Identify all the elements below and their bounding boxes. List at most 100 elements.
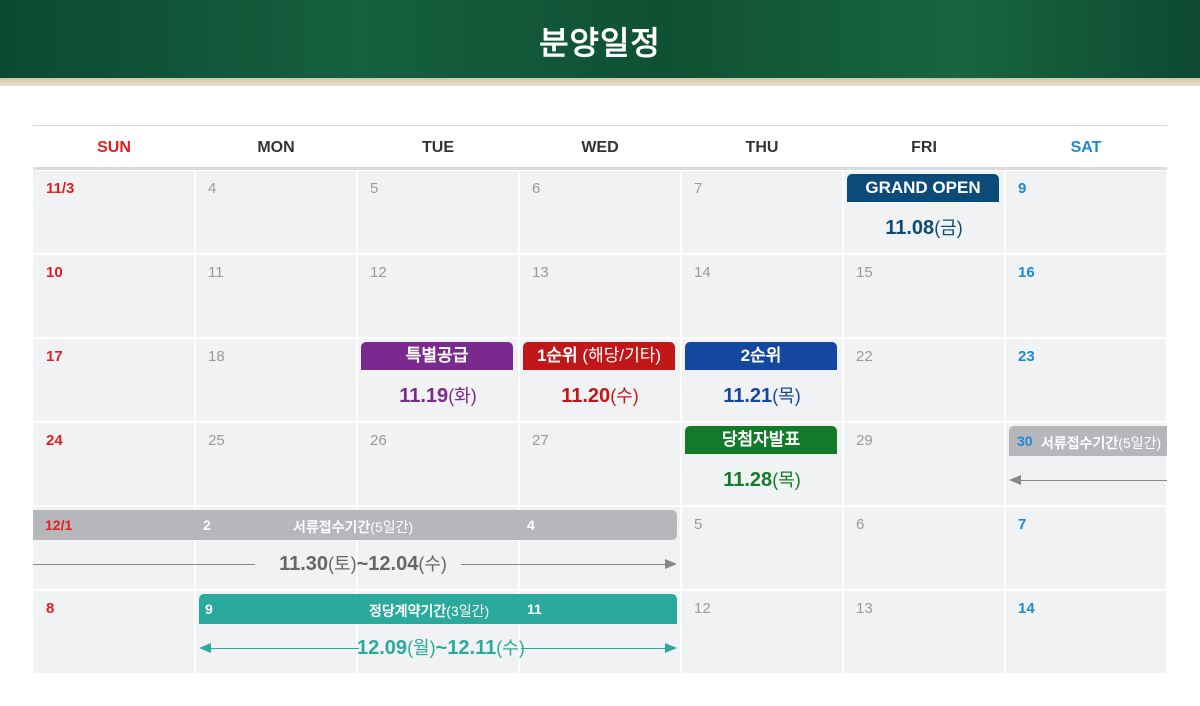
day-number: 11 <box>208 264 224 281</box>
day-number: 4 <box>527 517 535 533</box>
weekday-thu: THU <box>745 139 779 156</box>
contract-bar: 9 11 정당계약기간(3일간) <box>199 594 677 624</box>
contract-range-date: 12.09(월)~12.11(수) <box>357 634 525 660</box>
arrow-left-icon <box>1009 475 1021 485</box>
day-number: 27 <box>532 432 549 449</box>
day-number: 14 <box>694 264 711 281</box>
day-cell <box>33 171 194 253</box>
day-cell <box>682 255 842 337</box>
docs-bar-week4: 30 서류접수기간(5일간) <box>1009 426 1167 456</box>
day-cell <box>844 423 1004 505</box>
day-number: 11 <box>527 601 542 617</box>
event-bar-second-rank: 2순위 <box>685 342 837 370</box>
docs-range-part: 11.30 <box>279 553 329 575</box>
day-number: 24 <box>46 432 63 449</box>
day-number: 17 <box>46 348 63 365</box>
day-number: 2 <box>203 517 211 533</box>
day-cell <box>33 339 194 421</box>
event-date-second-rank: 11.21(목) <box>723 385 801 407</box>
event-weekday: (목) <box>772 386 801 406</box>
docs-sub-label: (5일간) <box>370 519 414 535</box>
day-number: 7 <box>1018 516 1027 533</box>
day-number: 18 <box>208 348 225 365</box>
event-weekday: (화) <box>448 386 477 406</box>
day-number: 7 <box>694 180 703 197</box>
contract-range-line-left <box>207 648 359 649</box>
day-number: 22 <box>856 348 873 365</box>
header-divider <box>0 78 1200 86</box>
event-weekday: (수) <box>610 386 639 406</box>
day-cell <box>682 171 842 253</box>
arrow-right-icon <box>665 559 677 569</box>
day-number: 13 <box>532 264 549 281</box>
day-number: 30 <box>1017 433 1033 449</box>
contract-range-part: 12.09 <box>357 637 408 659</box>
event-weekday: (금) <box>934 218 963 238</box>
day-cell <box>358 255 518 337</box>
day-number: 4 <box>208 180 217 197</box>
day-number: 8 <box>46 600 55 617</box>
day-number: 11/3 <box>46 180 75 197</box>
day-number: 9 <box>205 601 213 617</box>
page-title: 분양일정 <box>539 25 661 61</box>
contract-range-part: (수) <box>496 638 525 658</box>
day-cell <box>33 255 194 337</box>
day-number: 23 <box>1018 348 1035 365</box>
contract-range-part: 12.11 <box>447 637 497 659</box>
day-number: 15 <box>856 264 873 281</box>
day-cell <box>844 339 1004 421</box>
event-bar-first-rank: 1순위 (해당/기타) <box>523 342 675 370</box>
docs-range-part: (수) <box>418 554 447 574</box>
docs-label: 서류접수기간(5일간) <box>1041 435 1162 451</box>
event-bar-special-supply: 특별공급 <box>361 342 513 370</box>
event-date-special-supply: 11.19(화) <box>399 385 477 407</box>
docs-sub-label: (5일간) <box>1118 435 1162 451</box>
arrow-right-icon <box>665 643 677 653</box>
day-number: 12 <box>370 264 387 281</box>
contract-range-part: (월) <box>407 638 436 658</box>
day-number: 9 <box>1018 180 1027 197</box>
event-bar-winners: 당첨자발표 <box>685 426 837 454</box>
day-number: 16 <box>1018 264 1035 281</box>
day-cell <box>196 171 356 253</box>
day-cell <box>1006 171 1166 253</box>
docs-range-line-right <box>461 564 669 565</box>
weekday-tue: TUE <box>422 139 454 156</box>
day-cell <box>358 171 518 253</box>
event-weekday: (목) <box>772 470 801 490</box>
weekday-wed: WED <box>581 139 619 156</box>
day-cell <box>1006 339 1166 421</box>
docs-arrow-line <box>1015 480 1167 481</box>
day-number: 26 <box>370 432 387 449</box>
day-cell <box>844 591 1004 673</box>
day-cell <box>520 255 680 337</box>
calendar-top-border <box>33 125 1167 126</box>
day-cell <box>33 591 194 673</box>
day-cell <box>520 171 680 253</box>
day-number: 6 <box>856 516 865 533</box>
day-cell <box>520 423 680 505</box>
arrow-left-icon <box>199 643 211 653</box>
day-cell <box>358 423 518 505</box>
header-banner <box>0 0 1200 78</box>
day-number: 25 <box>208 432 225 449</box>
day-cell <box>682 507 842 589</box>
docs-range-part: (토) <box>328 554 357 574</box>
docs-bar-week5: 12/1 2 4 서류접수기간(5일간) <box>33 510 677 540</box>
contract-range-part: ~ <box>435 637 448 659</box>
weekday-mon: MON <box>257 139 295 156</box>
weekday-sun: SUN <box>97 139 131 156</box>
day-cell <box>1006 507 1166 589</box>
docs-range-line-left <box>33 564 255 565</box>
day-cell <box>1006 255 1166 337</box>
docs-range-part: ~ <box>356 553 369 575</box>
day-number: 29 <box>856 432 873 449</box>
weekday-divider <box>33 167 1167 170</box>
day-number: 12 <box>694 600 711 617</box>
weekday-fri: FRI <box>911 139 937 156</box>
weekday-sat: SAT <box>1070 139 1102 156</box>
contract-sub-label: (3일간) <box>446 603 490 619</box>
day-number: 12/1 <box>45 517 73 533</box>
contract-range-line-right <box>521 648 665 649</box>
day-cell <box>196 423 356 505</box>
